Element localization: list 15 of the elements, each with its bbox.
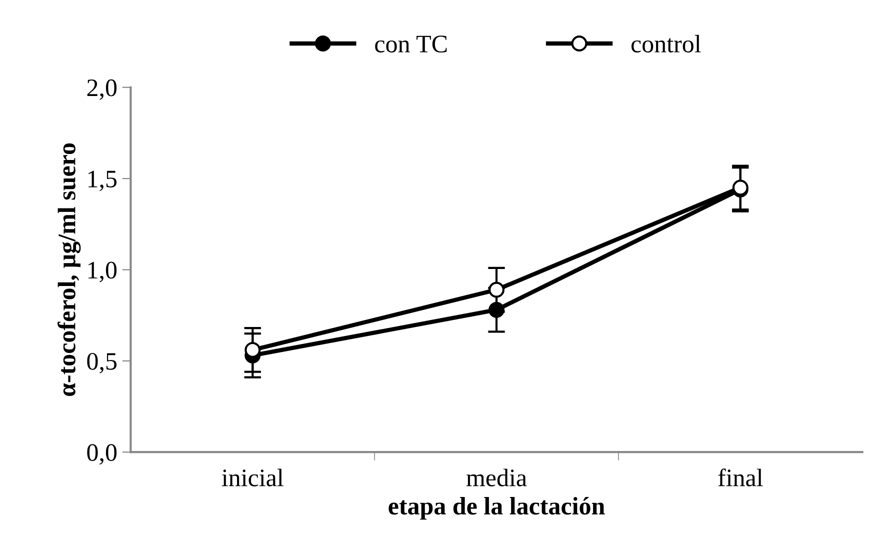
y-tick-label: 1,5 <box>88 170 117 192</box>
point <box>244 342 261 358</box>
point <box>488 302 504 318</box>
point <box>488 282 504 298</box>
y-tick-label: 2,0 <box>87 79 117 100</box>
y-tick-label: 0,0 <box>87 444 117 465</box>
x-axis-title: etapa de la lactación <box>388 496 605 520</box>
y-tick-label: 0,5 <box>87 352 117 374</box>
x-tick-label: final <box>718 468 763 486</box>
legend-label: control <box>631 34 701 52</box>
x-tick-label: inicial <box>222 468 284 486</box>
y-axis-title: α-tocoferol, µg/ml suero <box>58 143 81 396</box>
y-tick-label: 1,0 <box>88 262 117 282</box>
legend-label: con TC <box>375 36 447 52</box>
x-tick-label: media <box>466 468 527 486</box>
